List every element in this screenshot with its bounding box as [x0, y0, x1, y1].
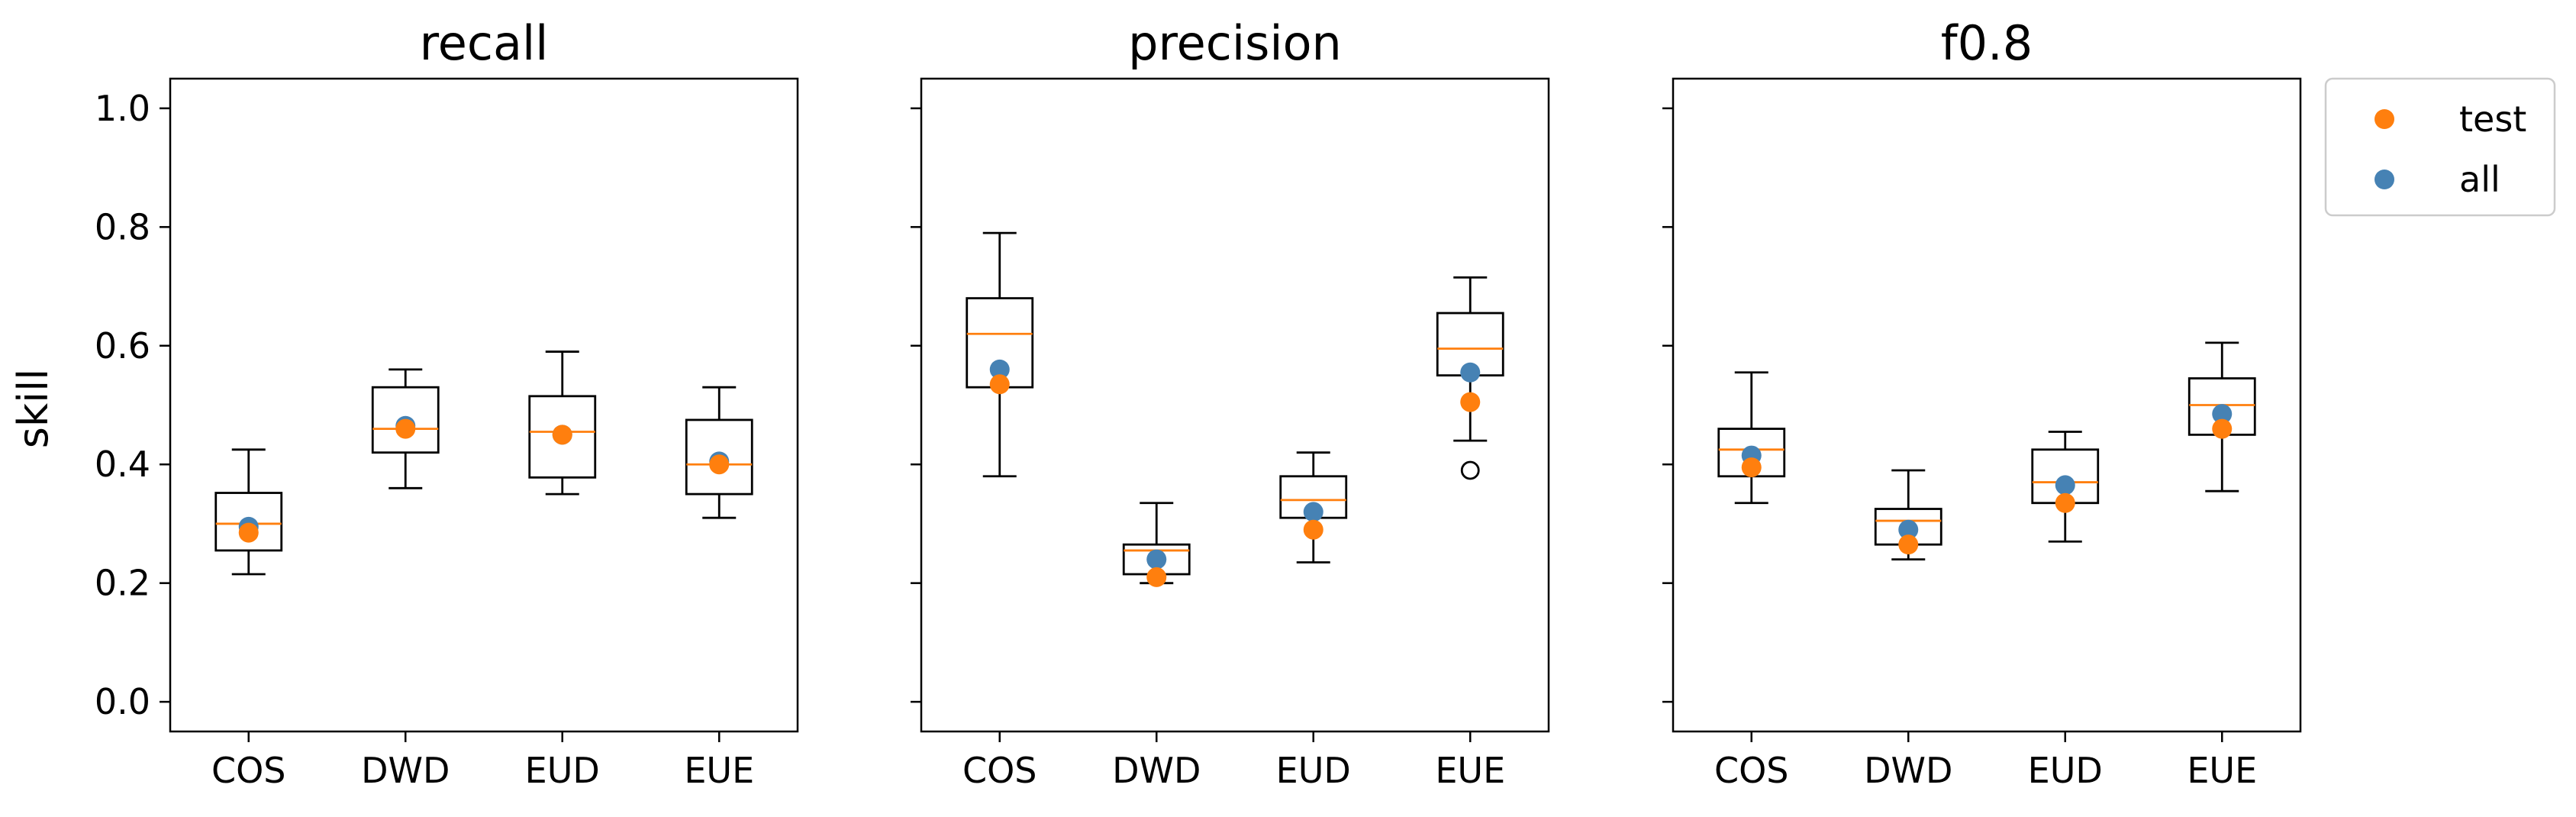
x-tick-label: DWD: [1864, 750, 1952, 791]
point-all: [2055, 475, 2075, 496]
legend: test all: [2324, 77, 2556, 217]
x-tick-label: EUE: [1435, 750, 1505, 791]
box-cos: [966, 231, 1034, 478]
plot-frame: [920, 77, 1550, 733]
iqr-box: [371, 386, 440, 454]
point-all: [1303, 502, 1323, 522]
plot-frame: [1672, 77, 2302, 733]
point-test: [238, 522, 259, 543]
box-cos: [214, 448, 283, 576]
legend-label: test: [2459, 98, 2526, 140]
box-dwd: [371, 368, 440, 489]
panel-recall: recall 0.0 0.2 0.4 0.6 0.8 1.0 COS DWD EUD EUE: [95, 15, 799, 791]
box-eue: [685, 386, 753, 519]
y-tick-label: 0.0: [95, 681, 150, 722]
point-test: [1898, 534, 1919, 555]
point-all: [989, 359, 1010, 379]
x-tick-label: EUD: [2028, 750, 2103, 791]
legend-marker: [2374, 170, 2394, 189]
plot-frame: [169, 77, 799, 733]
legend-label: all: [2459, 159, 2500, 200]
point-all: [2212, 404, 2233, 425]
x-tick-label: EUE: [2187, 750, 2257, 791]
box-dwd: [1874, 469, 1942, 560]
y-tick-label: 0.8: [95, 206, 150, 247]
x-tick-label: EUD: [525, 750, 600, 791]
box-eue: [2188, 341, 2256, 492]
point-test: [395, 418, 416, 439]
box-eue: [1436, 276, 1504, 480]
point-all: [1146, 549, 1167, 570]
y-tick-label: 0.6: [95, 325, 150, 367]
outlier-point: [1460, 460, 1480, 480]
point-test: [1303, 519, 1323, 540]
y-tick-label: 1.0: [95, 88, 150, 129]
point-all: [1460, 362, 1481, 383]
point-test: [552, 425, 572, 445]
x-tick-label: EUE: [684, 750, 754, 791]
y-tick-label: 0.4: [95, 444, 150, 485]
box-eud: [528, 350, 597, 496]
x-tick-label: COS: [962, 750, 1037, 791]
y-axis-label: skill: [9, 369, 57, 448]
point-test: [1460, 392, 1481, 412]
point-test: [2055, 492, 2075, 513]
point-all: [1898, 519, 1919, 540]
x-tick-label: DWD: [1112, 750, 1201, 791]
legend-entry-all: all: [2374, 159, 2500, 200]
point-test: [709, 454, 730, 475]
y-tick-label: 0.2: [95, 563, 150, 604]
panel-title: recall: [420, 15, 549, 71]
legend-entry-test: test: [2374, 98, 2526, 140]
point-test: [1146, 567, 1167, 587]
point-test: [989, 374, 1010, 395]
x-tick-label: COS: [1714, 750, 1789, 791]
legend-marker: [2374, 109, 2394, 129]
panel-f0-8: f0.8 COS DWD EUD EUE: [1662, 15, 2302, 791]
panel-title: f0.8: [1941, 15, 2033, 71]
box-dwd: [1122, 502, 1191, 587]
x-tick-label: DWD: [361, 750, 450, 791]
box-eud: [1279, 451, 1348, 564]
iqr-box: [685, 418, 753, 496]
box-cos: [1717, 371, 1786, 505]
iqr-box: [214, 492, 283, 552]
panel-title: precision: [1128, 15, 1342, 71]
point-test: [1741, 457, 1762, 478]
panel-precision: precision COS DWD EUD EUE: [911, 15, 1550, 791]
x-tick-label: EUD: [1276, 750, 1351, 791]
iqr-box: [528, 395, 597, 479]
x-tick-label: COS: [211, 750, 286, 791]
box-eud: [2031, 431, 2100, 543]
point-test: [2212, 418, 2233, 439]
